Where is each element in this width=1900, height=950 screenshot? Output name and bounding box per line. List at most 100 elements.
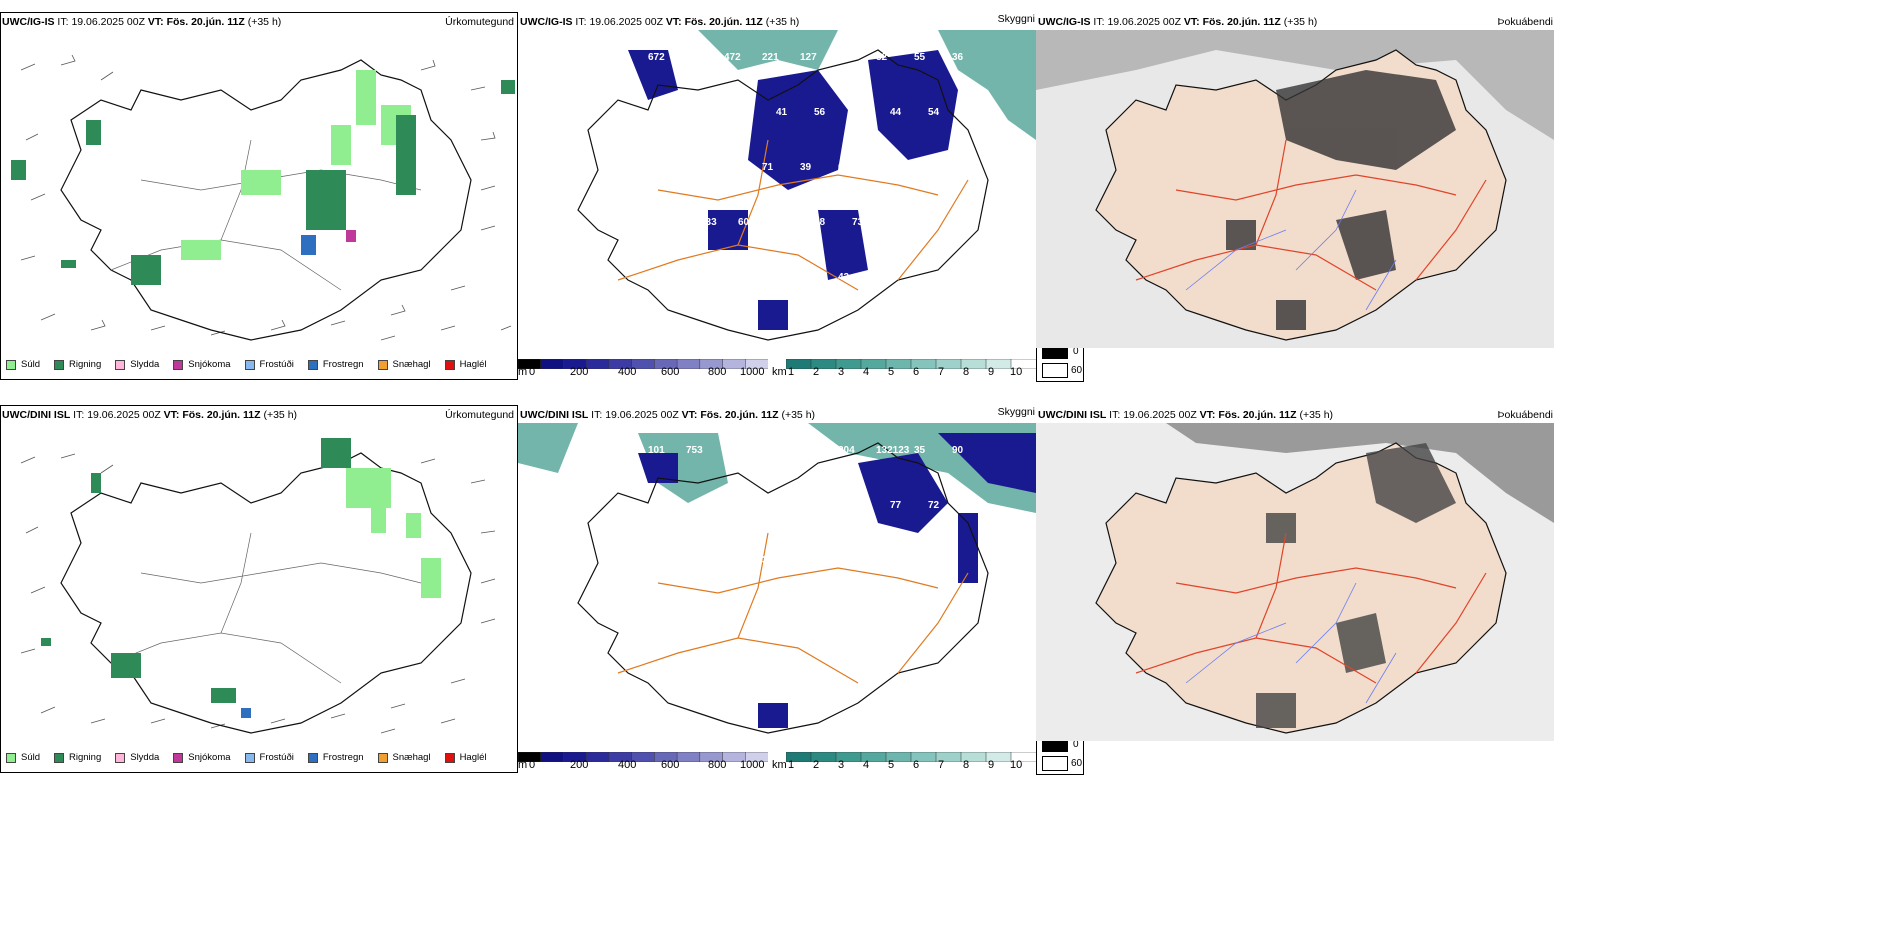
- legend-item: Slydda: [115, 359, 159, 370]
- model-name: UWC/DINI ISL: [520, 409, 589, 421]
- visibility-tick: 7: [938, 366, 945, 378]
- model-name: UWC/IG-IS: [520, 16, 573, 28]
- model-name: UWC/DINI ISL: [1038, 409, 1107, 421]
- roads: [110, 532, 422, 684]
- ceiling-value-label: 60: [738, 217, 750, 228]
- legend-swatch: [307, 359, 318, 370]
- it-value: 19.06.2025 00Z: [87, 409, 161, 421]
- ceiling-value-labels: 101 753 933 408 216 204 132123 35 90 45 41 62 46 57 87…: [648, 445, 978, 566]
- legend-swatch: [115, 752, 126, 763]
- legend-swatch: [6, 359, 16, 370]
- ceiling-value-label: 72: [928, 500, 940, 511]
- ceiling-tick: 400: [618, 759, 637, 771]
- ceiling-value-label: 14: [648, 555, 660, 566]
- it-label: IT:: [1109, 409, 1121, 421]
- ceiling-tick: 600: [661, 759, 680, 771]
- legend-item: Rigning: [54, 752, 101, 763]
- legend-item: Súld: [6, 752, 40, 763]
- visibility-unit: km: [772, 366, 787, 378]
- legend-label: Súld: [21, 752, 41, 763]
- it-label: IT:: [57, 16, 69, 28]
- vt-value: Fös. 20.jún. 11Z: [684, 16, 763, 28]
- ceiling-value-label: 60: [686, 555, 698, 566]
- visibility-tick: 5: [888, 759, 895, 771]
- visibility-tick: 7: [938, 759, 945, 771]
- vt-value: Fös. 20.jún. 11Z: [166, 16, 245, 28]
- visibility-panel-row2: UWC/DINI ISL IT: 19.06.2025 00Z VT: Fös.…: [517, 405, 1084, 775]
- precip-panel-frame: [0, 12, 518, 380]
- visibility-panel-row1: UWC/IG-IS IT: 19.06.2025 00Z VT: Fös. 20…: [517, 12, 1084, 382]
- ceiling-value-label: 80: [838, 52, 850, 63]
- legend-item: Snjókoma: [173, 359, 231, 370]
- visibility-colorbar: [785, 749, 1037, 763]
- visibility-unit: km: [772, 759, 787, 771]
- precip-map: [1, 423, 517, 741]
- legend-label: Snjókoma: [188, 359, 231, 370]
- fog-legend-swatch: [1042, 756, 1068, 771]
- fog-map: [1036, 423, 1554, 741]
- ceiling-value-label: 37: [852, 107, 864, 118]
- legend-item: Haglél: [444, 359, 487, 370]
- precip-panel-name: Úrkomutegund: [445, 409, 514, 421]
- it-label: IT:: [73, 409, 85, 421]
- ceiling-colorbar-svg: [517, 751, 769, 763]
- legend-swatch: [244, 359, 255, 370]
- legend-label: Frostregn: [322, 752, 364, 763]
- ceiling-value-label: 46: [776, 500, 788, 511]
- roads: [617, 532, 969, 684]
- ceiling-value-label: 56: [814, 107, 826, 118]
- it-value: 19.06.2025 00Z: [1123, 409, 1197, 421]
- ceiling-value-label: 44: [890, 107, 902, 118]
- ceiling-unit: m: [518, 759, 528, 771]
- legend-item: Súld: [6, 359, 40, 370]
- legend-item: Slydda: [115, 752, 159, 763]
- ceiling-value-label: 57: [814, 500, 826, 511]
- visibility-tick: 1: [788, 759, 795, 771]
- ceiling-value-label: 133: [700, 217, 717, 228]
- legend-swatch: [54, 359, 65, 370]
- visibility-tick: 10: [1010, 759, 1023, 771]
- visibility-ticks: 1 2 3 4 5 6 7 8 9 10: [786, 759, 1036, 773]
- visibility-tick: 3: [838, 759, 845, 771]
- legend-item: Frostúði: [244, 359, 294, 370]
- ceiling-value-label: 42: [966, 500, 978, 511]
- lead-time: (+35 h): [263, 409, 298, 421]
- ceiling-value-label: 56: [724, 555, 736, 566]
- ceiling-tick: 1000: [740, 366, 765, 378]
- it-value: 19.06.2025 00Z: [71, 16, 145, 28]
- ceiling-value-label: 109: [724, 272, 741, 283]
- ceiling-value-label: 41: [700, 500, 712, 511]
- legend-label: Snæhagl: [392, 359, 431, 370]
- visibility-tick: 2: [813, 759, 820, 771]
- ceiling-value-label: 83: [662, 217, 674, 228]
- fog-legend-label: 60: [1071, 758, 1083, 769]
- fog-legend-swatch: [1042, 363, 1068, 378]
- it-value: 19.06.2025 00Z: [1107, 16, 1181, 28]
- roads: [1135, 139, 1487, 291]
- legend-swatch: [444, 359, 455, 370]
- legend-label: Haglél: [459, 752, 487, 763]
- legend-label: Snjókoma: [188, 752, 231, 763]
- precip-map-svg: [11, 54, 515, 341]
- ceiling-tick: 800: [708, 366, 727, 378]
- visibility-tick: 4: [863, 366, 870, 378]
- ceiling-value-label: 109: [914, 162, 931, 173]
- legend-label: Frostregn: [322, 359, 364, 370]
- panel-title: UWC/DINI ISL IT: 19.06.2025 00Z VT: Fös.…: [520, 409, 815, 421]
- legend-label: Súld: [21, 359, 41, 370]
- low-cloud-areas: [638, 433, 1036, 728]
- it-label: IT:: [1093, 16, 1105, 28]
- vt-value: Fös. 20.jún. 11Z: [1218, 409, 1297, 421]
- lead-time: (+35 h): [1299, 409, 1334, 421]
- visibility-map-svg: 101 753 933 408 216 204 132123 35 90 45 41 62 46 57 87…: [518, 423, 1036, 734]
- ceiling-value-label: 45: [662, 500, 674, 511]
- ceiling-ticks: 0 200 400 600 800 1000: [518, 759, 768, 773]
- iceland-coastline: [60, 59, 472, 341]
- precip-map-svg: [20, 438, 496, 734]
- visibility-tick: 10: [1010, 366, 1023, 378]
- visibility-map: 672 492 472 221 127 80 52 55 36 43 53 67 41 56 37 44 54 7…: [518, 30, 1036, 348]
- fog-index-areas: [1256, 443, 1456, 728]
- legend-swatch: [444, 752, 455, 763]
- ceiling-value-label: 58: [966, 217, 978, 228]
- visibility-tick: 2: [813, 366, 820, 378]
